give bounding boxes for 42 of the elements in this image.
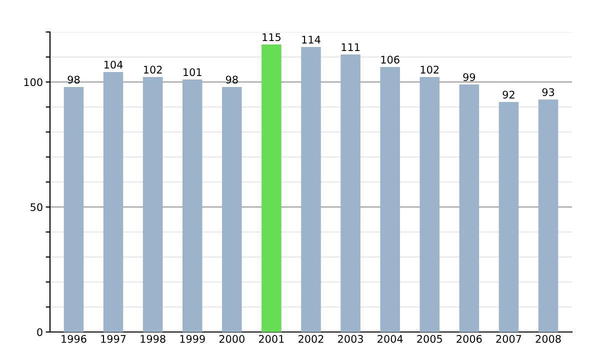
x-tick-label: 2007 [496, 334, 522, 343]
bar [142, 77, 163, 332]
bar [301, 47, 321, 332]
bar [262, 44, 282, 332]
bar [380, 67, 400, 332]
data-label: 102 [420, 66, 439, 74]
data-label: 111 [342, 43, 360, 51]
x-tick-label: 2004 [378, 334, 403, 343]
data-label: 98 [68, 76, 80, 84]
y-tick-label: 50 [30, 203, 42, 212]
x-tick-label: 2008 [536, 334, 561, 343]
y-tick-label: 100 [24, 78, 42, 86]
data-label: 101 [184, 68, 202, 76]
data-label: 92 [502, 90, 514, 99]
x-tick-label: 2002 [298, 334, 324, 343]
bar [182, 80, 202, 332]
data-label: 106 [381, 56, 400, 64]
data-label: 114 [302, 36, 320, 44]
data-label: 115 [262, 33, 280, 42]
x-tick-label: 2000 [219, 334, 244, 343]
bar [340, 54, 360, 332]
bar [538, 100, 558, 332]
data-label: 93 [542, 88, 554, 96]
bar [222, 87, 242, 332]
bar [103, 72, 124, 332]
bar [498, 102, 519, 332]
data-label: 102 [144, 66, 162, 74]
x-tick-label: 2003 [338, 334, 363, 343]
bar [64, 87, 84, 332]
data-label: 104 [104, 60, 123, 69]
x-tick-label: 1996 [62, 334, 86, 343]
x-tick-label: 2001 [258, 334, 284, 343]
bar [420, 77, 440, 332]
x-tick-label: 2006 [456, 334, 482, 343]
y-tick-label: 0 [37, 328, 42, 336]
x-tick-label: 2005 [417, 334, 442, 343]
bar [459, 84, 480, 332]
x-tick-label: 1997 [101, 334, 126, 343]
x-tick-label: 1999 [180, 334, 205, 343]
data-label: 98 [226, 76, 238, 84]
data-label: 99 [463, 73, 476, 82]
x-tick-label: 1998 [140, 334, 166, 343]
